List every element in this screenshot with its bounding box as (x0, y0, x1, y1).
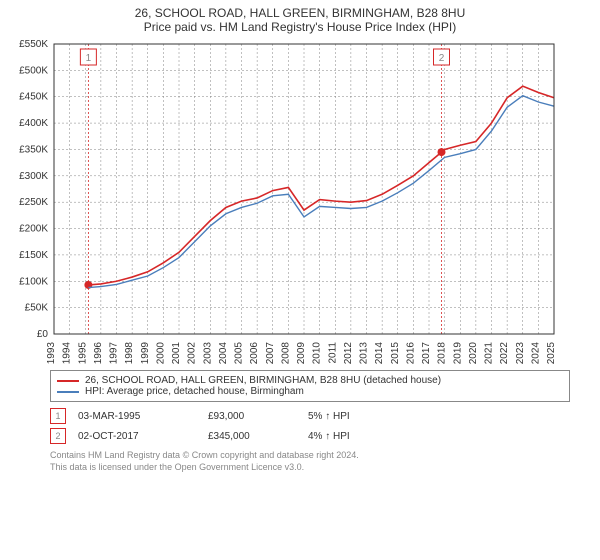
sale-diff: 5% ↑ HPI (308, 411, 388, 422)
svg-text:£250K: £250K (19, 197, 48, 208)
sales-table: 1 03-MAR-1995£93,0005% ↑ HPI 2 02-OCT-2017£… (50, 406, 570, 446)
svg-text:2011: 2011 (327, 342, 338, 364)
svg-text:2022: 2022 (499, 342, 510, 364)
chart-title-block: 26, SCHOOL ROAD, HALL GREEN, BIRMINGHAM,… (0, 0, 600, 34)
footer-line2: This data is licensed under the Open Gov… (50, 462, 570, 474)
legend-label: HPI: Average price, detached house, Birm… (85, 386, 304, 397)
svg-text:2005: 2005 (234, 342, 245, 364)
svg-text:2019: 2019 (452, 342, 463, 364)
svg-text:2016: 2016 (405, 342, 416, 364)
svg-text:2000: 2000 (155, 342, 166, 364)
legend-swatch (57, 380, 79, 382)
legend-swatch (57, 391, 79, 393)
svg-text:1997: 1997 (109, 342, 120, 364)
svg-text:2003: 2003 (202, 342, 213, 364)
svg-text:£500K: £500K (19, 65, 48, 76)
svg-text:1994: 1994 (62, 342, 73, 364)
svg-text:2010: 2010 (312, 342, 323, 364)
svg-text:2021: 2021 (484, 342, 495, 364)
title-subtitle: Price paid vs. HM Land Registry's House … (0, 20, 600, 34)
svg-text:2004: 2004 (218, 342, 229, 364)
legend-item: 26, SCHOOL ROAD, HALL GREEN, BIRMINGHAM,… (57, 375, 563, 386)
svg-text:2017: 2017 (421, 342, 432, 364)
svg-text:£400K: £400K (19, 118, 48, 129)
sale-price: £345,000 (208, 431, 308, 442)
legend-label: 26, SCHOOL ROAD, HALL GREEN, BIRMINGHAM,… (85, 375, 441, 386)
svg-text:2015: 2015 (390, 342, 401, 364)
svg-text:1996: 1996 (93, 342, 104, 364)
svg-text:2008: 2008 (280, 342, 291, 364)
svg-text:2006: 2006 (249, 342, 260, 364)
svg-text:£0: £0 (37, 329, 49, 340)
svg-text:2013: 2013 (359, 342, 370, 364)
chart-container: £0 £50K £100K £150K £200K £250K £300K £350K £400… (0, 34, 600, 364)
svg-text:1999: 1999 (140, 342, 151, 364)
svg-text:2023: 2023 (515, 342, 526, 364)
sale-diff: 4% ↑ HPI (308, 431, 388, 442)
svg-text:£300K: £300K (19, 171, 48, 182)
svg-text:2007: 2007 (265, 342, 276, 364)
svg-text:£50K: £50K (25, 303, 49, 314)
footer-line1: Contains HM Land Registry data © Crown c… (50, 450, 570, 462)
svg-text:£350K: £350K (19, 144, 48, 155)
legend: 26, SCHOOL ROAD, HALL GREEN, BIRMINGHAM,… (50, 370, 570, 402)
svg-text:£450K: £450K (19, 92, 48, 103)
sale-row: 1 03-MAR-1995£93,0005% ↑ HPI (50, 406, 570, 426)
sale-row: 2 02-OCT-2017£345,0004% ↑ HPI (50, 426, 570, 446)
svg-text:1: 1 (86, 53, 92, 64)
svg-text:£100K: £100K (19, 276, 48, 287)
svg-text:2024: 2024 (530, 342, 541, 364)
svg-text:2: 2 (439, 53, 445, 64)
svg-text:2001: 2001 (171, 342, 182, 364)
legend-item: HPI: Average price, detached house, Birm… (57, 386, 563, 397)
footer-attribution: Contains HM Land Registry data © Crown c… (50, 450, 570, 473)
svg-text:1993: 1993 (46, 342, 57, 364)
price-chart: £0 £50K £100K £150K £200K £250K £300K £350K £400… (0, 34, 560, 364)
title-address: 26, SCHOOL ROAD, HALL GREEN, BIRMINGHAM,… (0, 6, 600, 20)
svg-text:£550K: £550K (19, 39, 48, 50)
svg-text:1998: 1998 (124, 342, 135, 364)
sale-badge: 1 (50, 408, 66, 424)
svg-text:2020: 2020 (468, 342, 479, 364)
svg-text:2009: 2009 (296, 342, 307, 364)
svg-text:1995: 1995 (77, 342, 88, 364)
svg-text:2018: 2018 (437, 342, 448, 364)
svg-text:2002: 2002 (187, 342, 198, 364)
svg-text:2025: 2025 (546, 342, 557, 364)
svg-text:2014: 2014 (374, 342, 385, 364)
svg-text:2012: 2012 (343, 342, 354, 364)
sale-date: 02-OCT-2017 (78, 431, 208, 442)
svg-text:£150K: £150K (19, 250, 48, 261)
sale-date: 03-MAR-1995 (78, 411, 208, 422)
sale-price: £93,000 (208, 411, 308, 422)
sale-badge: 2 (50, 428, 66, 444)
svg-text:£200K: £200K (19, 224, 48, 235)
